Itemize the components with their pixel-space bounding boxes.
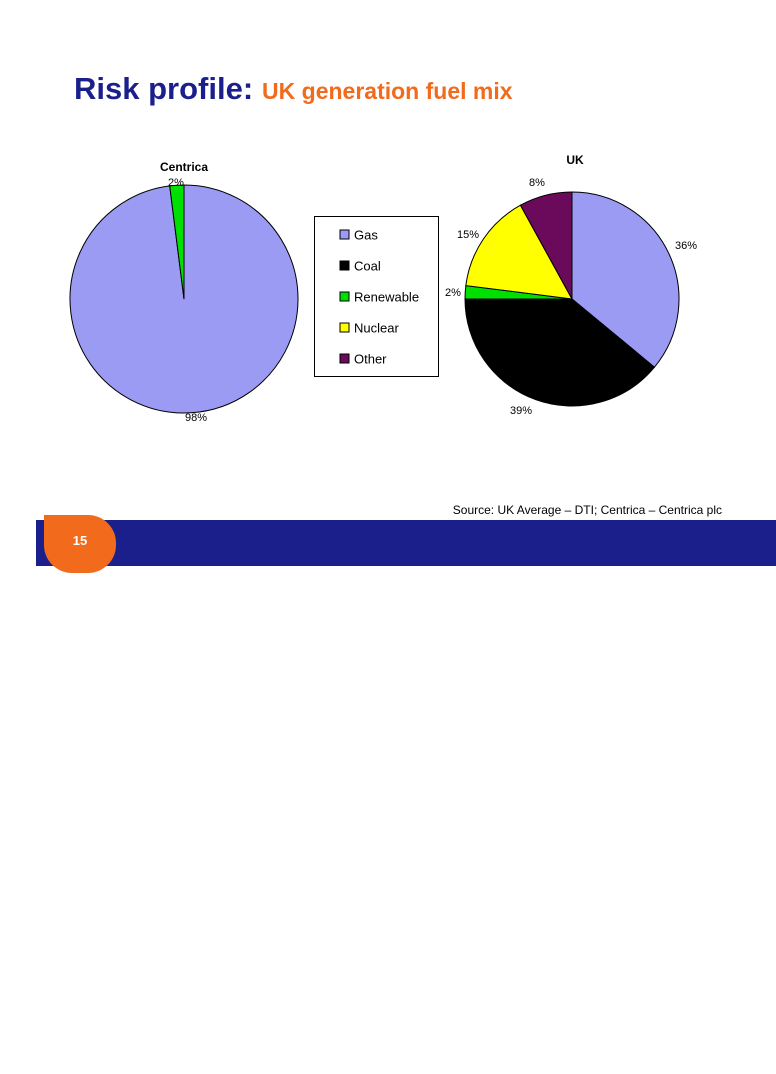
pie1-label-renewable: 2% [168, 177, 184, 189]
legend-label-gas: Gas [354, 228, 378, 243]
pie2-label-gas: 36% [675, 240, 697, 252]
title-subtitle: UK generation fuel mix [262, 78, 513, 104]
legend-label-nuclear: Nuclear [354, 321, 399, 336]
footer-bar: centrica [36, 520, 776, 1073]
charts-area: 98% 2% Centrica 36% 39% 2% 15% 8% UK Gas Coal Renew… [69, 153, 697, 424]
centrica-logo: centrica [645, 1048, 727, 1073]
pie2-slice-gas [571, 191, 680, 368]
legend-box [314, 216, 439, 377]
legend-swatch-gas [339, 229, 350, 240]
pie2-label-coal: 39% [510, 405, 532, 417]
legend-swatch-coal [339, 260, 350, 271]
legend-label-other: Other [354, 352, 387, 367]
pie1-slice-renewable [169, 184, 185, 300]
legend-label-coal: Coal [354, 259, 381, 274]
legend-swatch-nuclear [339, 322, 350, 333]
pie2-label-renewable: 2% [445, 287, 461, 299]
pie1-title: Centrica [160, 160, 208, 174]
page-number-badge: 15 [44, 515, 116, 573]
page-title: Risk profile: UK generation fuel mix [74, 70, 513, 107]
page-number: 15 [72, 533, 88, 548]
pie2-label-nuclear: 15% [457, 229, 479, 241]
legend-label-renewable: Renewable [354, 290, 419, 305]
pie2-slice-coal [464, 298, 656, 407]
pie1-label-gas: 98% [185, 412, 207, 424]
title-main: Risk profile: [74, 71, 254, 106]
legend-swatch-other [339, 353, 350, 364]
pie2-slice-nuclear [465, 204, 573, 300]
legend-swatch-renewable [339, 291, 350, 302]
pie2-slice-other [519, 191, 573, 300]
pie2-label-other: 8% [529, 177, 545, 189]
source-note: Source: UK Average – DTI; Centrica – Cen… [452, 503, 722, 517]
pie2-title: UK [566, 153, 584, 167]
